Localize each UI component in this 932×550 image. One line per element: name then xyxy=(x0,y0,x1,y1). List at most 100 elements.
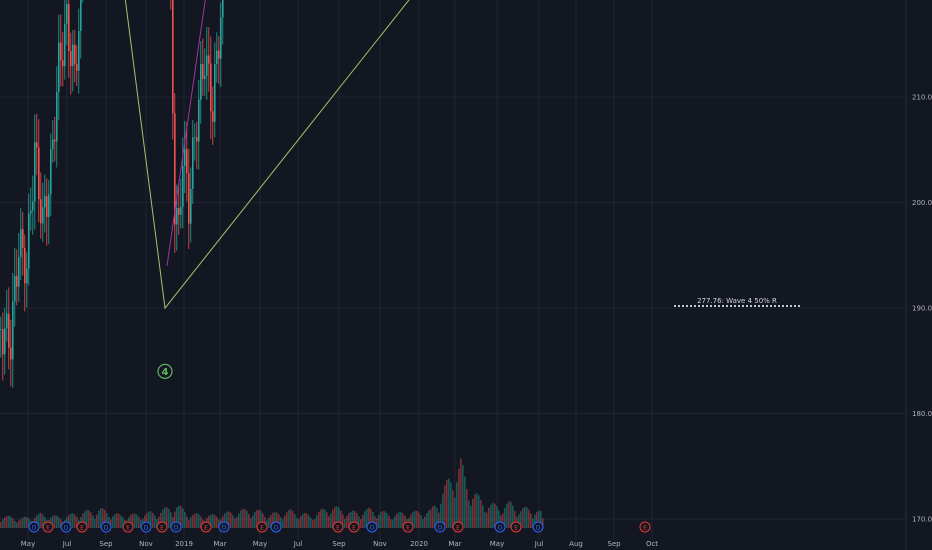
volume-bar xyxy=(358,516,360,528)
candle-body xyxy=(34,142,36,202)
candle-body xyxy=(28,213,30,269)
volume-bar xyxy=(170,512,172,528)
volume-bar xyxy=(458,468,460,528)
earnings-marker[interactable] xyxy=(76,521,88,533)
volume-bar xyxy=(390,519,392,528)
volume-bar xyxy=(466,488,468,528)
candle-body xyxy=(182,166,184,207)
x-tick-label: Jul xyxy=(534,540,544,548)
volume-bar xyxy=(386,512,388,528)
volume-bar xyxy=(490,504,492,528)
earnings-marker[interactable] xyxy=(332,521,344,533)
volume-bar xyxy=(258,509,260,528)
earnings-marker[interactable] xyxy=(256,521,268,533)
volume-bar xyxy=(98,510,100,528)
volume-bar xyxy=(286,512,288,528)
x-tick-label: Sep xyxy=(607,540,621,548)
volume-bar xyxy=(100,508,102,528)
volume-bar xyxy=(488,507,490,528)
dividend-marker[interactable] xyxy=(170,521,182,533)
volume-bar xyxy=(188,520,190,528)
candle-body xyxy=(10,347,12,360)
volume-bar xyxy=(502,513,504,528)
event-marker-label: D xyxy=(536,525,541,532)
earnings-marker[interactable] xyxy=(156,521,168,533)
volume-bar xyxy=(342,514,344,528)
earnings-marker[interactable] xyxy=(122,521,134,533)
volume-bar xyxy=(504,508,506,528)
volume-bar xyxy=(430,509,432,528)
candle-body xyxy=(180,206,182,215)
volume-bar xyxy=(116,513,118,528)
volume-bar xyxy=(506,503,508,528)
dividend-marker[interactable] xyxy=(218,521,230,533)
x-tick-label: May xyxy=(21,540,35,548)
candle-body xyxy=(70,51,72,67)
event-marker-label: D xyxy=(174,525,179,532)
candle-body xyxy=(14,275,16,302)
volume-bar xyxy=(190,517,192,528)
earnings-marker[interactable] xyxy=(402,521,414,533)
dividend-marker[interactable] xyxy=(366,521,378,533)
volume-bar xyxy=(464,476,466,528)
volume-bar xyxy=(426,513,428,528)
x-axis[interactable]: May Jul Sep Nov 2019 Mar May Jul Sep Nov 2020 Mar Ma… xyxy=(21,540,659,548)
candle-body xyxy=(18,257,20,287)
volume-bar xyxy=(36,515,38,528)
earnings-marker[interactable] xyxy=(452,521,464,533)
price-series xyxy=(0,0,224,388)
volume-bar xyxy=(276,512,278,528)
dividend-marker[interactable] xyxy=(60,521,72,533)
candle-body xyxy=(16,275,18,287)
volume-bar xyxy=(312,519,314,528)
dividend-marker[interactable] xyxy=(434,521,446,533)
volume-bar xyxy=(232,515,234,528)
dividend-marker[interactable] xyxy=(28,521,40,533)
volume-bar xyxy=(470,505,472,528)
earnings-marker[interactable] xyxy=(510,521,522,533)
volume-bar xyxy=(354,511,356,528)
volume-bar xyxy=(326,512,328,528)
dividend-marker[interactable] xyxy=(532,521,544,533)
dividend-marker[interactable] xyxy=(494,521,506,533)
earnings-marker[interactable] xyxy=(42,521,54,533)
volume-bar xyxy=(8,515,10,528)
earnings-marker[interactable] xyxy=(200,521,212,533)
volume-bar xyxy=(472,498,474,528)
volume-bar xyxy=(192,514,194,528)
volume-bar xyxy=(288,510,290,528)
volume-bar xyxy=(328,516,330,528)
volume-bar xyxy=(122,517,124,528)
volume-bar xyxy=(532,518,534,528)
candle-body xyxy=(56,91,58,142)
y-axis[interactable]: 170.00180.00190.00200.00210.00220.00230.… xyxy=(905,0,932,550)
candle-body xyxy=(36,142,38,148)
dividend-marker[interactable] xyxy=(140,521,152,533)
volume-bar xyxy=(382,510,384,528)
dividend-marker[interactable] xyxy=(270,521,282,533)
volume-bar xyxy=(254,512,256,528)
candle-body xyxy=(50,149,52,195)
event-marker-label: D xyxy=(144,525,149,532)
volume-bar xyxy=(224,513,226,528)
earnings-marker[interactable] xyxy=(348,521,360,533)
volume-bar xyxy=(422,519,424,528)
dividend-marker[interactable] xyxy=(100,521,112,533)
volume-bar xyxy=(380,512,382,528)
candle-body xyxy=(42,207,44,224)
earnings-marker[interactable] xyxy=(639,521,651,533)
volume-bar xyxy=(150,511,152,528)
volume-bar xyxy=(428,510,430,528)
volume-bar xyxy=(162,509,164,528)
volume-bar xyxy=(244,509,246,528)
x-tick-label: Oct xyxy=(646,540,658,548)
volume-bar xyxy=(498,510,500,528)
volume-bar xyxy=(226,511,228,528)
volume-bar xyxy=(154,515,156,528)
volume-bar xyxy=(74,514,76,528)
volume-bar xyxy=(294,514,296,528)
event-marker-label: D xyxy=(498,525,503,532)
